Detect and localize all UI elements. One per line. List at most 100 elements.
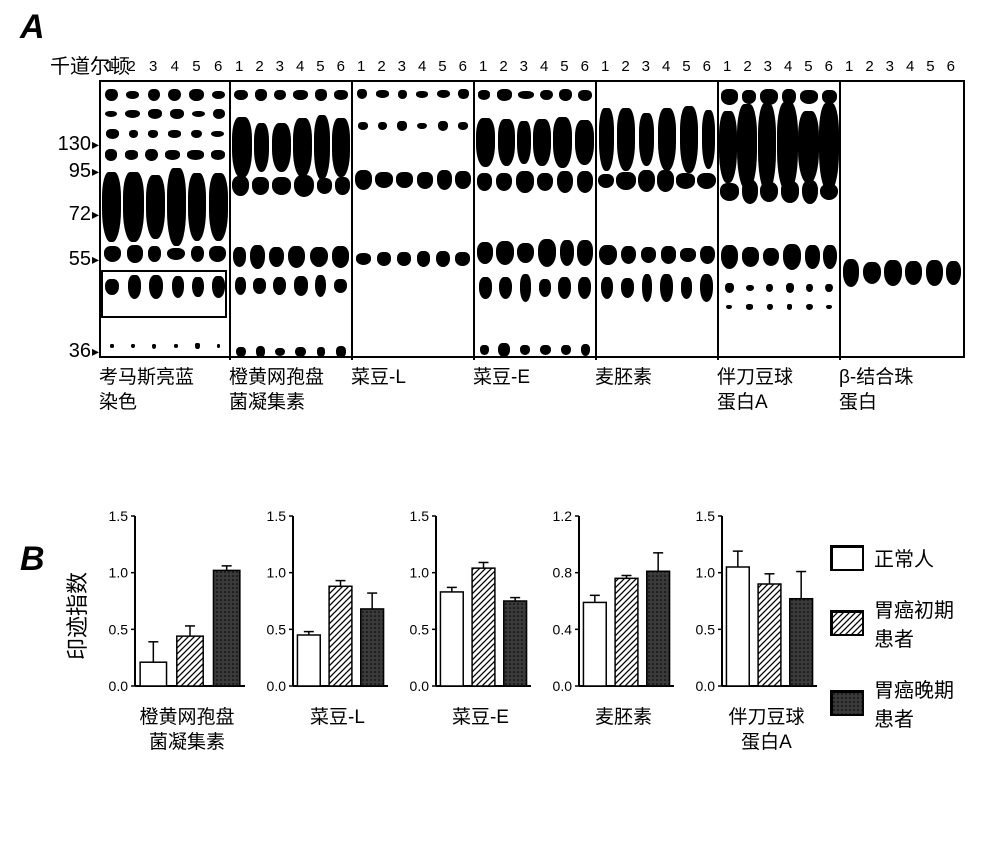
gel-band (168, 130, 181, 137)
bar-chart: 0.00.51.01.5 (257, 510, 392, 700)
mw-tick: ▸ (92, 163, 99, 180)
svg-text:0.0: 0.0 (696, 678, 716, 694)
gel-band (376, 90, 389, 98)
gel-band (275, 348, 285, 356)
gel-band (517, 121, 531, 165)
gel-band (458, 122, 468, 129)
gel-band (746, 285, 754, 291)
gel-band (581, 344, 590, 356)
gel-band (416, 91, 429, 98)
gel-band (334, 279, 348, 294)
gel-band (317, 178, 333, 194)
gel-band (131, 344, 135, 349)
gel-band (209, 173, 228, 240)
gel-caption: 橙黄网孢盘 菌凝集素 (229, 366, 351, 415)
gel-band (758, 103, 777, 192)
gel-band (209, 246, 226, 263)
legend-label: 胃癌晚期 患者 (874, 674, 954, 732)
gel-band (476, 118, 495, 168)
gel-band (946, 261, 961, 285)
bar-chart: 0.00.51.01.5 (400, 510, 535, 700)
mw-marker: 55 (55, 248, 91, 271)
gel-band (599, 108, 614, 171)
gel-band (533, 119, 550, 167)
gel-band (126, 91, 140, 99)
svg-text:0.0: 0.0 (109, 678, 129, 694)
y-axis-label: 印迹指数 (60, 572, 92, 660)
gel-caption: 考马斯亮蓝 染色 (99, 366, 229, 415)
gel-band (638, 170, 655, 192)
gel-band (575, 120, 594, 166)
chart: 0.00.51.01.5 (99, 510, 249, 700)
gel-band (767, 304, 773, 310)
gel-band (742, 90, 757, 105)
gel-band (293, 118, 312, 178)
gel-band (499, 277, 512, 300)
svg-text:0.4: 0.4 (553, 621, 573, 637)
gel-band (681, 277, 693, 298)
lane-numbers: 123456 (229, 58, 351, 75)
gel-band (561, 345, 571, 355)
gel-band (129, 130, 139, 138)
gel-band (397, 252, 411, 266)
gel-band (516, 171, 534, 192)
svg-text:0.0: 0.0 (267, 678, 287, 694)
svg-text:1.2: 1.2 (553, 510, 573, 524)
gel-band (252, 177, 269, 195)
chart: 0.00.51.01.5 (400, 510, 535, 700)
gel-band (805, 245, 820, 269)
gel-band (559, 89, 572, 101)
gel-band (357, 89, 367, 99)
gel-band (234, 90, 247, 101)
mw-marker: 130 (55, 133, 91, 156)
gel-band (478, 90, 490, 100)
lane-numbers: 123456 (595, 58, 717, 75)
gel-band (558, 277, 571, 299)
gel-band (145, 149, 158, 162)
gel-band (192, 111, 205, 118)
gel-band (498, 343, 510, 357)
gel-band (621, 278, 634, 297)
gel-band (397, 121, 406, 131)
mw-tick: ▸ (92, 343, 99, 360)
gel-band (719, 111, 736, 182)
legend-item: 正常人 (830, 543, 954, 572)
gel-band (781, 181, 800, 203)
gel-band (820, 184, 838, 201)
gel-band (760, 182, 778, 202)
gel-band (783, 244, 801, 270)
gel-band (926, 260, 943, 286)
gel-band (235, 277, 246, 295)
gel-band (560, 240, 574, 266)
gel-band (598, 174, 614, 189)
gel-band (721, 89, 738, 104)
gel-caption: 菜豆-E (473, 366, 595, 391)
legend-swatch (830, 545, 864, 571)
gel-band (742, 180, 758, 204)
gel-band (212, 91, 225, 100)
svg-text:1.0: 1.0 (410, 565, 430, 581)
gel-band (657, 170, 674, 191)
gel-band (438, 121, 448, 131)
gel-band (642, 274, 652, 302)
gel-band (721, 245, 738, 269)
gel-band (553, 117, 572, 168)
gel-band (455, 171, 471, 188)
gel-band (358, 122, 368, 130)
gel-band (148, 246, 161, 261)
gel-band (639, 113, 654, 166)
gel-band (905, 261, 922, 285)
gel-band (786, 283, 794, 293)
chart: 0.00.40.81.2 (543, 510, 678, 700)
gel-band (520, 345, 530, 355)
highlight-box (101, 270, 227, 318)
svg-text:1.0: 1.0 (267, 565, 287, 581)
gel-band (106, 129, 119, 139)
gel-band (577, 240, 593, 265)
mw-marker: 95 (55, 160, 91, 183)
gel-panel (841, 82, 963, 360)
gel-panel (475, 82, 597, 360)
gel-band (295, 347, 306, 358)
gel-panel (597, 82, 719, 360)
gel-band (189, 89, 204, 101)
